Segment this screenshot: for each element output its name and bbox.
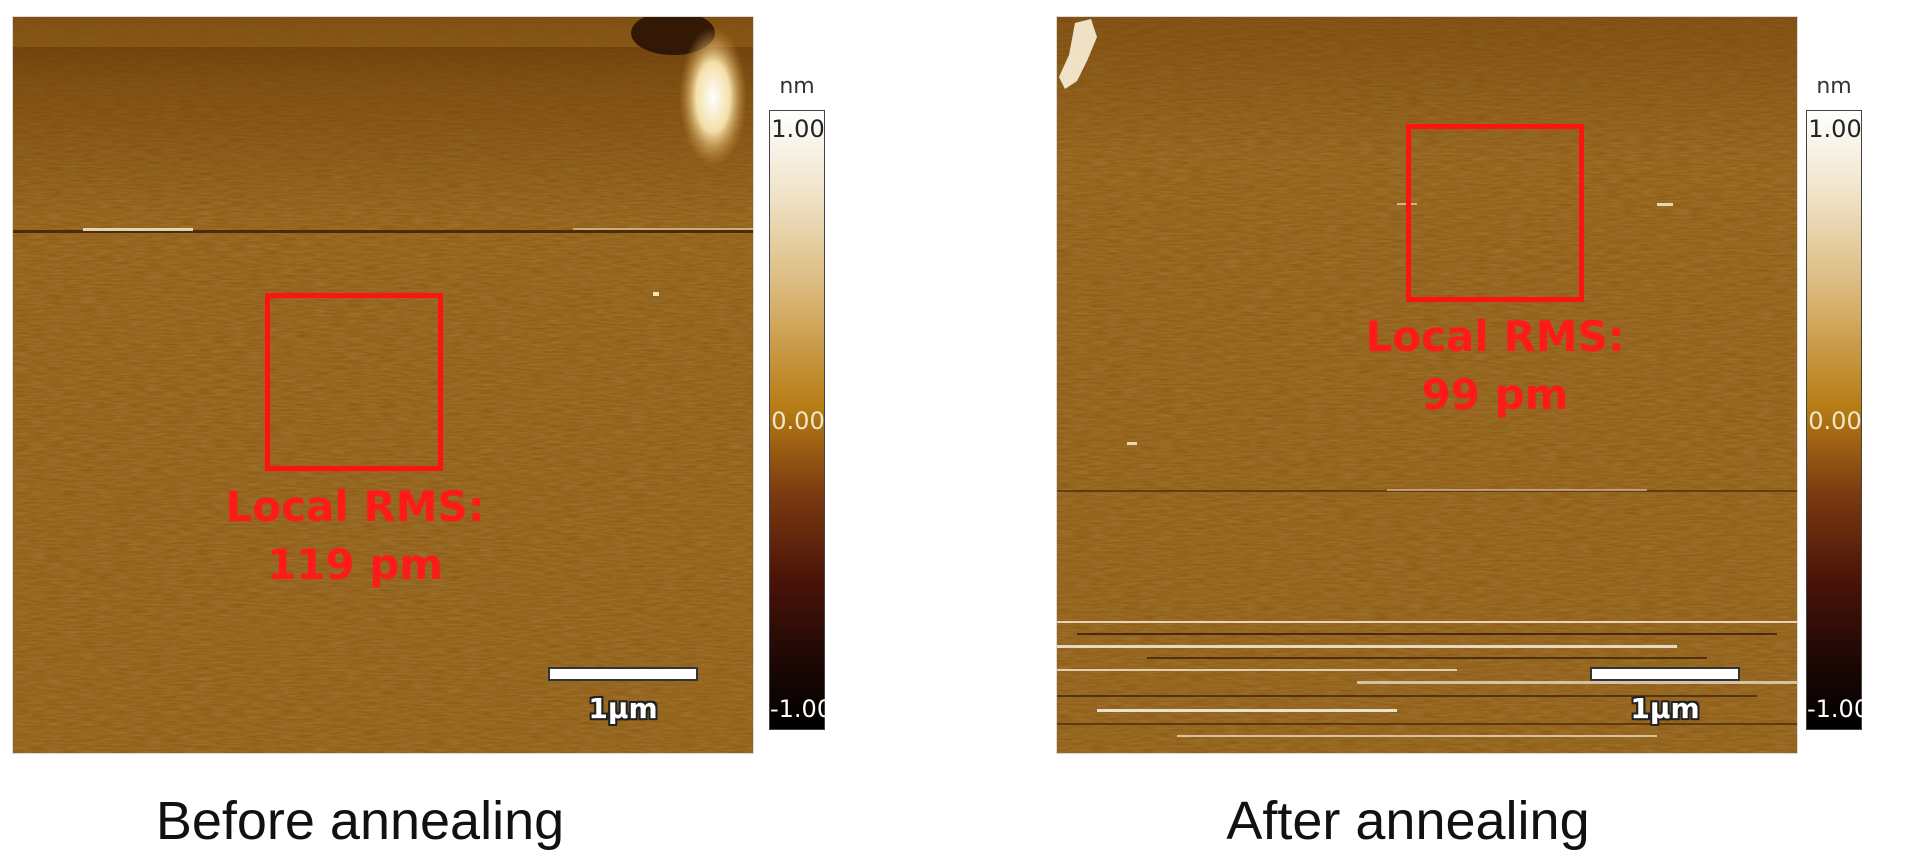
colorbar-unit-after: nm: [1816, 74, 1852, 99]
colorbar-before: 1.00 0.00 -1.00: [769, 110, 833, 730]
scale-bar-label-after: 1μm: [1630, 692, 1700, 725]
rms-label-after: Local RMS: 99 pm: [1340, 308, 1650, 424]
rms-value: 119 pm: [266, 540, 444, 589]
afm-image-after: [1056, 16, 1798, 754]
scale-bar-after: [1590, 667, 1740, 681]
colorbar-after: 1.00 0.00 -1.00: [1806, 110, 1870, 730]
panel-after-annealing: Local RMS: 99 pm 1μm nm 1.00 0.00 -1.00 …: [1048, 0, 1920, 858]
colorbar-max-after: 1.00: [1808, 115, 1862, 143]
roi-box-after: [1406, 124, 1584, 302]
scale-bar-label-before: 1μm: [588, 692, 658, 725]
colorbar-mid-before: 0.00: [771, 407, 825, 435]
rms-label-before: Local RMS: 119 pm: [200, 478, 510, 594]
rms-value: 99 pm: [1421, 370, 1569, 419]
afm-texture-after: [1057, 17, 1797, 753]
panel-before-annealing: Local RMS: 119 pm 1μm nm 1.00 0.00 -1.00…: [12, 16, 833, 851]
colorbar-unit-before: nm: [779, 74, 815, 99]
afm-texture-before: [13, 17, 753, 753]
caption-before: Before annealing: [155, 791, 565, 851]
caption-after: After annealing: [1226, 791, 1590, 851]
scale-bar-before: [548, 667, 698, 681]
colorbar-mid-after: 0.00: [1808, 407, 1862, 435]
roi-box-before: [265, 293, 443, 471]
colorbar-min-before: -1.00: [770, 695, 833, 723]
rms-title: Local RMS:: [225, 482, 485, 531]
rms-title: Local RMS:: [1365, 312, 1625, 361]
afm-image-before: [12, 16, 754, 754]
colorbar-max-before: 1.00: [771, 115, 825, 143]
colorbar-min-after: -1.00: [1807, 695, 1870, 723]
